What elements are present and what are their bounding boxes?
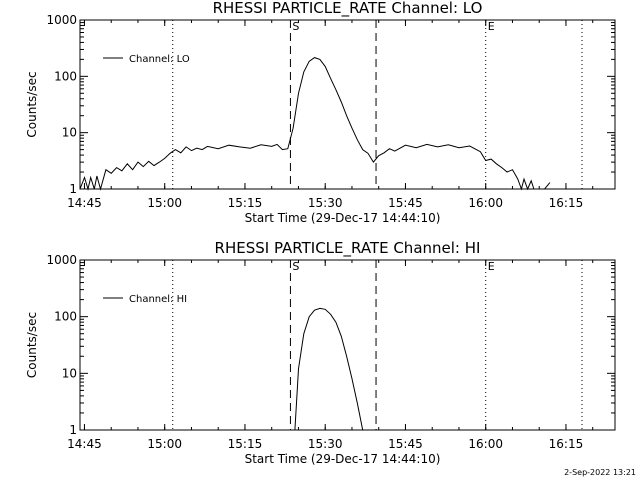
panel-1-plot-frame [79, 259, 616, 431]
panel-0-legend-label-0: Channel: LO [129, 54, 190, 65]
panel-1-x-axis-label: Start Time (29-Dec-17 14:44:10) [245, 452, 441, 466]
panel-0-plot-frame [79, 19, 616, 190]
panel-0-x-tick-label-2: 15:15 [228, 196, 263, 210]
panel-1-y-tick-label-2: 100 [54, 310, 77, 324]
panel-0-x-tick-label-1: 15:00 [147, 196, 182, 210]
panel-0-y-axis-label: Counts/sec [25, 71, 39, 137]
panel-0-y-tick-label-0: 1 [69, 182, 77, 196]
panel-0-title: RHESSI PARTICLE_RATE Channel: LO [213, 0, 483, 18]
panel-1-x-tick-label-1: 15:00 [147, 437, 182, 451]
panel-1-y-axis-label: Counts/sec [25, 312, 39, 378]
chart-panel-hi: RHESSI PARTICLE_RATE Channel: HIS E14:45 1… [25, 239, 616, 466]
panel-1-legend-label-0: Channel: HI [129, 294, 187, 305]
panel-1-x-tick-label-5: 16:00 [468, 437, 503, 451]
panel-0-x-tick-label-5: 16:00 [468, 196, 503, 210]
panel-0-x-tick-label-0: 14:45 [67, 196, 102, 210]
panel-1-y-tick-label-0: 1 [69, 423, 77, 437]
panel-0-x-tick-label-4: 15:45 [388, 196, 423, 210]
panel-1-marker-label-2: E [488, 260, 495, 273]
panel-1-x-tick-label-2: 15:15 [228, 437, 263, 451]
panel-1-marker-label-0: S [292, 260, 299, 273]
panel-0-y-tick-label-1: 10 [62, 126, 77, 140]
panel-0-x-tick-label-6: 16:15 [549, 196, 584, 210]
footer-date: 2-Sep-2022 13:21 [564, 468, 636, 477]
panel-0-marker-label-2: E [488, 20, 495, 33]
panel-1-title: RHESSI PARTICLE_RATE Channel: HI [215, 239, 481, 258]
panel-0-y-tick-label-3: 1000 [46, 13, 77, 27]
panel-1-series-line-0 [294, 307, 364, 431]
panel-1-y-tick-label-3: 1000 [46, 253, 77, 267]
panel-0-y-tick-label-2: 100 [54, 69, 77, 83]
panel-1-x-tick-label-0: 14:45 [67, 437, 102, 451]
panel-0-marker-label-0: S [292, 20, 299, 33]
panel-0-series-line-0 [79, 57, 551, 191]
panel-1-x-tick-label-6: 16:15 [549, 437, 584, 451]
panel-1-x-tick-label-4: 15:45 [388, 437, 423, 451]
panel-0-x-axis-label: Start Time (29-Dec-17 14:44:10) [245, 211, 441, 225]
chart-panel-lo: RHESSI PARTICLE_RATE Channel: LOS E14:45 1… [25, 0, 616, 225]
panel-0-x-tick-label-3: 15:30 [308, 196, 343, 210]
panel-1-y-tick-label-1: 10 [62, 366, 77, 380]
panel-1-x-tick-label-3: 15:30 [308, 437, 343, 451]
